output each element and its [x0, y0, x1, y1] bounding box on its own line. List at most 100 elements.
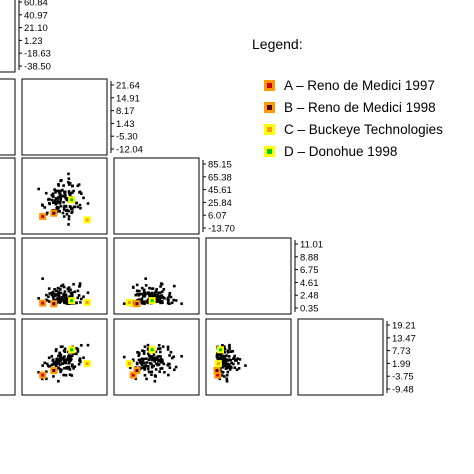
data-point [137, 358, 141, 362]
data-point [47, 198, 50, 201]
data-point [219, 356, 223, 360]
data-point [154, 368, 158, 371]
data-point [147, 370, 151, 374]
data-point [68, 193, 72, 197]
tick-label: 45.61 [208, 185, 232, 196]
data-point [158, 370, 161, 373]
data-point [162, 288, 166, 291]
highlight-point-mark [127, 362, 131, 366]
data-point [82, 356, 85, 360]
legend-swatch [264, 79, 275, 91]
data-point [147, 365, 150, 368]
scatter-cell-frame [0, 318, 16, 396]
data-point [47, 287, 51, 290]
data-point [57, 354, 60, 358]
legend-swatch [264, 145, 275, 157]
highlight-point-mark [135, 368, 139, 372]
data-point [52, 361, 56, 364]
data-point [54, 360, 58, 364]
data-point [71, 207, 74, 210]
data-point [59, 360, 62, 363]
data-point [221, 344, 224, 347]
tick-label: 21.10 [24, 23, 48, 34]
data-point [47, 295, 50, 298]
data-point [82, 295, 85, 299]
data-point [64, 194, 67, 198]
data-point [67, 217, 71, 221]
data-point [86, 202, 90, 205]
data-point [154, 290, 158, 294]
data-point [166, 348, 170, 351]
data-point [167, 299, 170, 302]
data-point [63, 355, 66, 358]
data-point [145, 377, 148, 381]
data-point [144, 277, 147, 280]
data-point [174, 299, 178, 302]
data-point [62, 349, 66, 352]
data-point [150, 355, 153, 359]
data-point [156, 295, 160, 299]
data-point [146, 343, 150, 347]
data-point [59, 291, 63, 295]
data-point [64, 373, 68, 377]
data-point [50, 293, 54, 297]
data-point [237, 362, 240, 365]
data-point [159, 367, 162, 370]
data-point [80, 297, 83, 301]
data-point [47, 300, 51, 303]
scatter-cell-frame [113, 318, 200, 396]
data-point [72, 189, 75, 193]
data-point [163, 370, 166, 374]
data-point [163, 297, 166, 300]
data-point [60, 179, 63, 182]
data-point [56, 366, 60, 370]
data-point [122, 302, 126, 305]
data-point [37, 370, 40, 374]
highlight-point-mark [215, 368, 219, 372]
data-point [150, 287, 154, 291]
data-point [59, 345, 63, 349]
data-point [50, 355, 54, 358]
data-point [162, 362, 166, 366]
data-point [55, 348, 58, 351]
data-point [135, 362, 139, 365]
data-point [228, 368, 232, 371]
data-point [148, 293, 151, 297]
data-point [70, 294, 74, 297]
data-point [59, 288, 62, 291]
data-point [58, 367, 62, 371]
data-point [57, 361, 60, 365]
data-point [168, 302, 171, 305]
highlight-point-mark [41, 301, 45, 305]
data-point [60, 284, 63, 288]
data-point [86, 291, 90, 294]
legend-swatch [264, 101, 275, 113]
data-point [54, 294, 57, 298]
data-point [64, 361, 68, 365]
data-point [169, 350, 173, 354]
data-point [75, 301, 78, 305]
data-point [50, 198, 54, 202]
data-point [144, 357, 148, 360]
tick-label: 11.01 [300, 240, 323, 251]
data-point [160, 282, 164, 286]
data-point [161, 290, 164, 293]
data-point [137, 351, 141, 355]
data-point [58, 298, 61, 302]
highlight-point-mark [131, 301, 135, 305]
data-point [156, 293, 159, 297]
data-point [69, 288, 72, 292]
tick-label: 2.48 [300, 291, 319, 302]
tick-label: 21.64 [116, 81, 140, 92]
data-point [135, 283, 139, 287]
data-point [71, 354, 74, 357]
highlight-point-mark [70, 348, 74, 352]
data-point [37, 297, 40, 300]
tick-label: -13.70 [208, 224, 235, 235]
data-point [68, 373, 72, 377]
data-point [56, 286, 60, 290]
data-point [79, 206, 82, 210]
tick-label: 1.43 [116, 119, 135, 130]
data-point [67, 172, 70, 176]
tick-label: 40.97 [24, 10, 48, 21]
